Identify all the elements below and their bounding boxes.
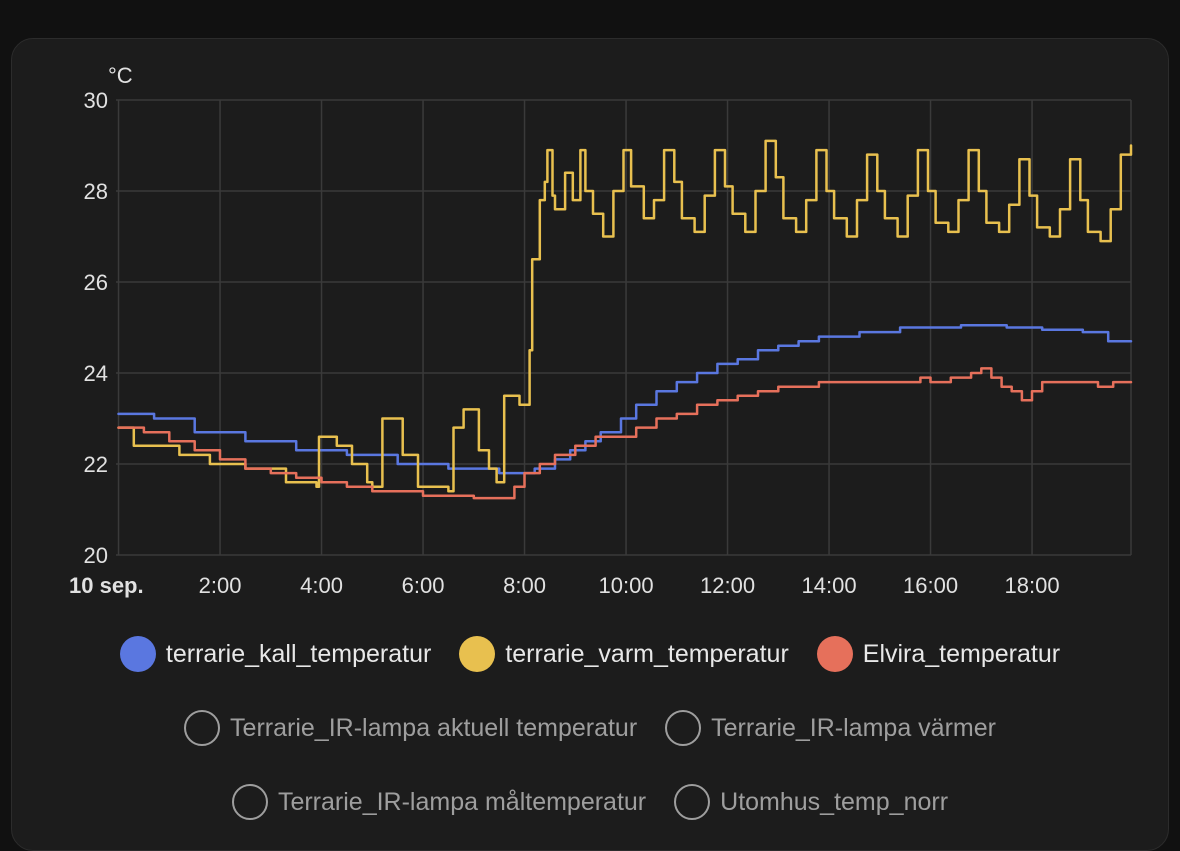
chart-series bbox=[117, 139, 1133, 500]
x-tick-label: 14:00 bbox=[802, 573, 857, 598]
legend-label: Utomhus_temp_norr bbox=[720, 787, 949, 816]
x-tick-label: 12:00 bbox=[700, 573, 755, 598]
temperature-chart: 20 22 24 26 28 30 10 sep. 2:00 4:00 6:00 8:00 10:00… bbox=[69, 63, 1133, 598]
legend-color-dot-icon bbox=[816, 636, 853, 672]
legend-label: terrarie_kall_temperatur bbox=[165, 639, 432, 668]
legend-item[interactable]: Terrarie_IR-lampa måltemperatur bbox=[231, 784, 647, 820]
y-tick-label: 26 bbox=[84, 270, 108, 295]
legend-color-dot-icon bbox=[674, 784, 711, 820]
x-tick-label: 10:00 bbox=[599, 573, 654, 598]
history-graph-card: 20 22 24 26 28 30 10 sep. 2:00 4:00 6:00 8:00 10:00… bbox=[11, 38, 1169, 851]
legend-item[interactable]: Elvira_temperatur bbox=[816, 636, 1061, 672]
x-tick-label: 4:00 bbox=[300, 573, 343, 598]
y-tick-label: 24 bbox=[84, 361, 108, 386]
legend-label: Elvira_temperatur bbox=[862, 639, 1061, 668]
y-tick-label: 22 bbox=[84, 452, 108, 477]
legend-row-3: Terrarie_IR-lampa måltemperatur Utomhus_t… bbox=[12, 784, 1168, 820]
legend-label: Terrarie_IR-lampa måltemperatur bbox=[277, 787, 647, 816]
legend-item[interactable]: Utomhus_temp_norr bbox=[674, 784, 948, 820]
legend-item[interactable]: Terrarie_IR-lampa värmer bbox=[665, 710, 996, 746]
legend-label: Terrarie_IR-lampa aktuell temperatur bbox=[230, 713, 638, 742]
series-line-terrarie_kall_temperatur[interactable] bbox=[117, 323, 1133, 475]
legend-label: Terrarie_IR-lampa värmer bbox=[711, 713, 996, 742]
y-tick-label: 20 bbox=[84, 543, 108, 568]
legend-item[interactable]: Terrarie_IR-lampa aktuell temperatur bbox=[184, 710, 637, 746]
legend-item[interactable]: terrarie_kall_temperatur bbox=[119, 636, 432, 672]
x-tick-label: 18:00 bbox=[1005, 573, 1060, 598]
legend-color-dot-icon bbox=[119, 636, 156, 672]
series-line-Elvira_temperatur[interactable] bbox=[117, 367, 1133, 500]
x-tick-label: 16:00 bbox=[903, 573, 958, 598]
legend-color-dot-icon bbox=[184, 710, 221, 746]
legend-color-dot-icon bbox=[665, 710, 702, 746]
legend-color-dot-icon bbox=[459, 636, 496, 672]
x-tick-label: 10 sep. bbox=[69, 573, 144, 598]
legend-item[interactable]: terrarie_varm_temperatur bbox=[459, 636, 789, 672]
x-tick-label: 8:00 bbox=[503, 573, 546, 598]
y-tick-label: 28 bbox=[84, 179, 108, 204]
x-tick-label: 6:00 bbox=[402, 573, 445, 598]
legend-row-1: terrarie_kall_temperatur terrarie_varm_te… bbox=[12, 636, 1168, 672]
series-line-terrarie_varm_temperatur[interactable] bbox=[117, 139, 1133, 493]
legend-color-dot-icon bbox=[231, 784, 268, 820]
legend-row-2: Terrarie_IR-lampa aktuell temperatur Terr… bbox=[12, 710, 1168, 746]
y-tick-label: 30 bbox=[84, 88, 108, 113]
y-unit-label: °C bbox=[108, 63, 133, 88]
chart-axes: 20 22 24 26 28 30 10 sep. 2:00 4:00 6:00 8:00 10:00… bbox=[69, 63, 1060, 598]
x-tick-label: 2:00 bbox=[199, 573, 242, 598]
legend-label: terrarie_varm_temperatur bbox=[505, 639, 789, 668]
